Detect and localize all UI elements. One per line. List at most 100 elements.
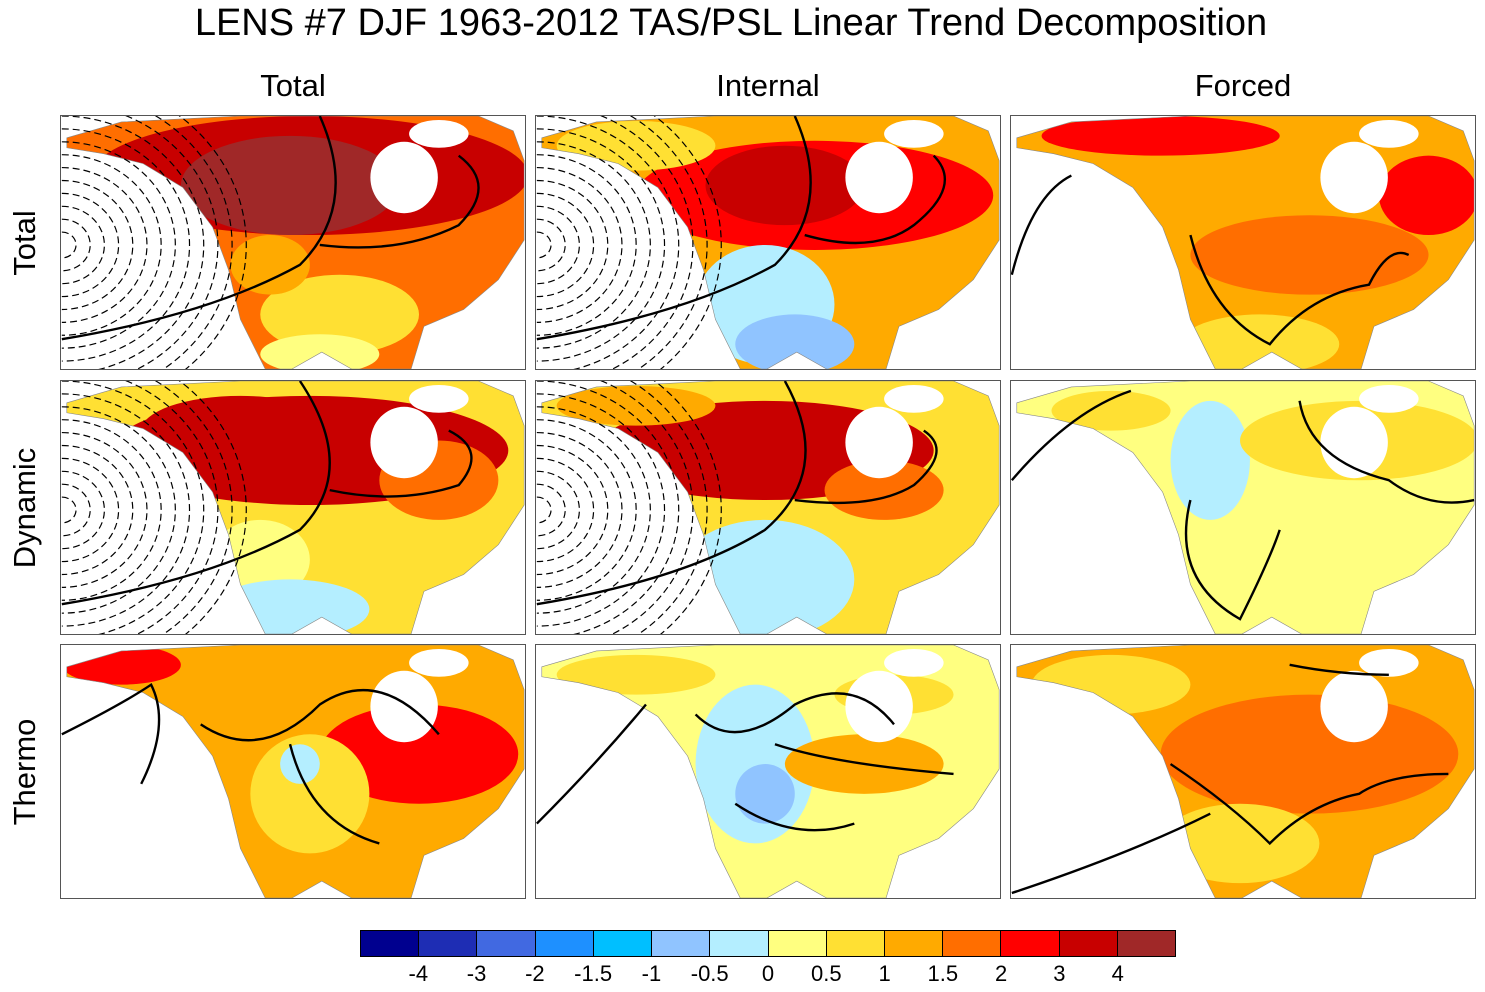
coastline: [1016, 381, 1475, 634]
temperature-trend-field: [66, 381, 525, 634]
colorbar-tick-label: -1: [641, 961, 662, 986]
column-title-forced: Forced: [1194, 68, 1292, 103]
psl-contour-negative: [536, 128, 666, 362]
coastline: [541, 116, 1000, 369]
psl-contour-negative: [536, 457, 595, 563]
psl-contour-negative: [61, 406, 176, 614]
psl-contour-negative: [629, 381, 708, 634]
psl-contour-zero: [1011, 174, 1410, 346]
temperature-trend-field: [541, 116, 1000, 369]
column-title-total: Total: [260, 68, 326, 103]
colorbar-tick-label: 2: [995, 961, 1008, 986]
temperature-trend-field: [66, 116, 525, 369]
psl-contour-negative: [536, 231, 552, 259]
psl-contour-negative: [61, 419, 162, 601]
colorbar-tick-label: 1: [878, 961, 891, 986]
psl-contour-negative: [125, 381, 219, 634]
psl-contour-zero: [536, 692, 954, 832]
psl-contour-negative: [536, 141, 651, 349]
psl-contour-negative: [61, 154, 162, 336]
map-panel-thermo-forced: [1010, 644, 1476, 899]
psl-contour-negative: [61, 470, 105, 550]
psl-contour-negative: [600, 381, 694, 634]
psl-contour-negative: [61, 116, 205, 369]
psl-contour-negative: [536, 154, 637, 336]
psl-contour-zero: [61, 116, 480, 341]
coastline: [1016, 116, 1475, 369]
map-panel-total-total: [60, 115, 526, 370]
psl-contour-negative: [61, 231, 77, 259]
psl-contour-negative: [536, 381, 680, 634]
psl-contour-negative: [536, 116, 680, 369]
psl-contour-negative: [154, 381, 233, 634]
psl-contour-negative: [61, 381, 205, 634]
psl-contour-zero: [1011, 389, 1475, 621]
psl-contour-negative: [61, 457, 120, 563]
psl-contour-negative: [536, 406, 651, 614]
psl-contour-negative: [61, 444, 134, 576]
psl-contour-negative: [536, 393, 666, 627]
colorbar-tick-label: 3: [1053, 961, 1066, 986]
colorbar-bin: [652, 931, 711, 956]
temperature-trend-field: [1016, 381, 1475, 634]
psl-contour-negative: [536, 470, 580, 550]
row-title-thermo: Thermo: [7, 718, 42, 826]
psl-contour-negative: [61, 218, 91, 272]
psl-contour-negative: [61, 205, 105, 285]
coastline: [66, 645, 525, 898]
map-panel-dynamic-forced: [1010, 380, 1476, 635]
colorbar: [360, 930, 1176, 957]
map-panel-total-forced: [1010, 115, 1476, 370]
psl-contour-negative: [536, 179, 609, 311]
map-panel-total-internal: [535, 115, 1001, 370]
colorbar-bin: [477, 931, 536, 956]
psl-contour-zero: [61, 381, 473, 606]
psl-contour-negative: [61, 496, 77, 524]
map-panel-dynamic-internal: [535, 380, 1001, 635]
colorbar-bin: [593, 931, 653, 956]
coastline: [541, 381, 1000, 634]
temperature-trend-field: [66, 645, 525, 898]
psl-contour-negative: [536, 431, 623, 588]
psl-contour-zero: [536, 116, 946, 341]
row-title-total: Total: [7, 210, 42, 276]
psl-contour-zero: [61, 682, 440, 845]
temperature-trend-field: [541, 381, 1000, 634]
coastline: [66, 116, 525, 369]
colorbar-tick-label: -4: [408, 961, 429, 986]
map-panel-thermo-total: [60, 644, 526, 899]
colorbar-tick-label: -2: [525, 961, 545, 986]
colorbar-bin: [535, 931, 594, 956]
psl-contour-negative: [536, 192, 595, 298]
psl-contour-negative: [536, 205, 580, 285]
psl-contour-negative: [61, 128, 191, 362]
psl-contour-negative: [61, 431, 148, 588]
temperature-trend-field: [1016, 645, 1475, 898]
coastline: [1016, 645, 1475, 898]
colorbar-bin: [361, 931, 420, 956]
temperature-trend-field: [1016, 116, 1475, 369]
psl-contour-negative: [125, 116, 219, 369]
psl-contour-negative: [536, 218, 566, 272]
colorbar-bin: [1117, 931, 1176, 956]
colorbar-tick-label: 0: [761, 961, 775, 986]
psl-contour-negative: [653, 116, 722, 369]
psl-contour-negative: [61, 166, 148, 323]
coastline: [66, 381, 525, 634]
colorbar-bin: [943, 931, 1002, 956]
psl-contour-negative: [61, 179, 134, 311]
colorbar-tick-label: 0.5: [810, 961, 842, 986]
psl-contour-negative: [61, 393, 191, 627]
psl-contour-negative: [653, 381, 722, 634]
colorbar-tick-label: 1.5: [927, 961, 959, 986]
psl-contour-negative: [629, 116, 708, 369]
colorbar-bin: [768, 931, 827, 956]
row-title-dynamic: Dynamic: [7, 447, 42, 569]
psl-contour-negative: [536, 419, 637, 601]
psl-contour-negative: [154, 116, 233, 369]
psl-contour-negative: [178, 116, 247, 369]
colorbar-tick-label: -0.5: [690, 961, 729, 986]
colorbar-tick-label: -3: [466, 961, 487, 986]
psl-contour-negative: [600, 116, 694, 369]
psl-contour-negative: [536, 483, 566, 537]
